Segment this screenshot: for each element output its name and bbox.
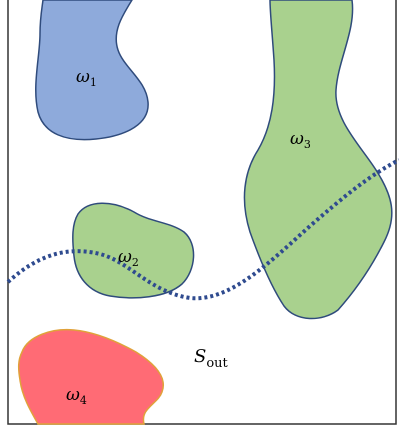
label-omega-4: ω4 [66,385,87,407]
label-omega-2: ω2 [118,247,139,269]
label-omega-1: ω1 [76,67,97,89]
region-omega-1 [35,0,149,141]
region-omega-3 [243,0,393,320]
label-s-out: Sout [194,346,229,371]
frame-border [7,0,397,425]
label-omega-3: ω3 [290,129,311,151]
region-omega-4 [17,328,165,425]
region-omega-2 [72,202,195,299]
